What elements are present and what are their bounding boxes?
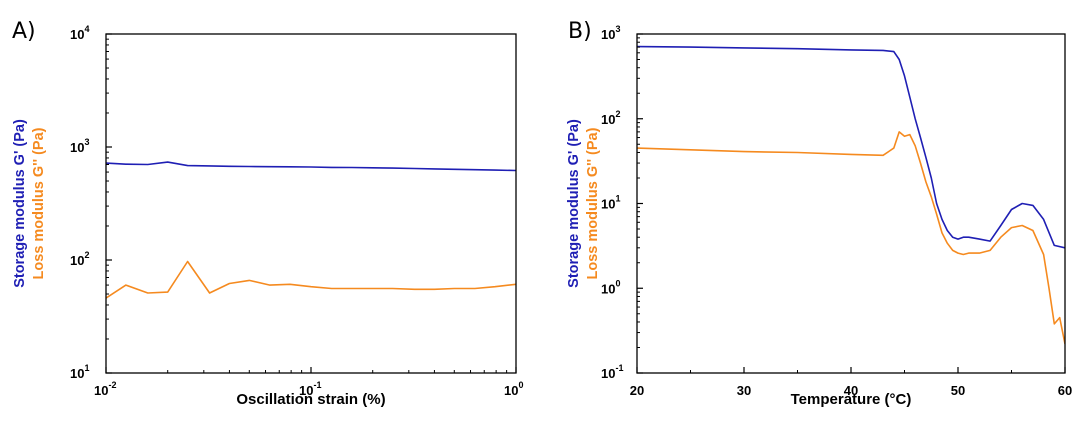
y-tick-exponent: 3	[84, 137, 89, 147]
y-tick-label: 104	[70, 24, 89, 42]
x-tick-base: 10	[504, 383, 518, 398]
y-tick-label: 100	[601, 278, 620, 296]
y-axis-label-storage: Storage modulus G' (Pa)	[566, 119, 582, 288]
y-tick-base: 10	[601, 366, 615, 381]
y-tick-base: 10	[601, 112, 615, 127]
x-axis-label: Temperature (°C)	[791, 391, 912, 408]
x-tick-label: 50	[951, 383, 965, 398]
y-tick-base: 10	[70, 366, 84, 381]
y-tick-base: 10	[70, 27, 84, 42]
y-axis-label-loss: Loss modulus G'' (Pa)	[585, 127, 601, 279]
y-tick-label: 103	[601, 24, 620, 42]
x-tick-exponent: -2	[108, 380, 116, 390]
x-tick-label: 60	[1058, 383, 1072, 398]
series-line-loss	[637, 131, 1065, 345]
y-tick-label: 101	[601, 194, 620, 212]
y-tick-exponent: 3	[615, 24, 620, 34]
x-tick-label: 30	[737, 383, 751, 398]
panel-letter: B)	[568, 19, 592, 44]
y-tick-label: 101	[70, 363, 89, 381]
x-axis-label: Oscillation strain (%)	[236, 391, 385, 408]
plot-frame	[105, 33, 517, 374]
x-tick-exponent: 0	[518, 380, 523, 390]
x-tick-label: 10-1	[299, 380, 321, 398]
y-tick-label: 103	[70, 137, 89, 155]
y-tick-exponent: 4	[84, 24, 89, 34]
series-line-storage	[637, 45, 1065, 249]
y-tick-exponent: 2	[84, 250, 89, 260]
x-tick-base: 10	[299, 383, 313, 398]
x-tick-label: 20	[630, 383, 644, 398]
series-line-storage	[106, 161, 516, 172]
y-tick-base: 10	[601, 27, 615, 42]
y-tick-exponent: 1	[615, 194, 620, 204]
y-tick-exponent: 0	[615, 278, 620, 288]
y-axis-label-loss: Loss modulus G'' (Pa)	[31, 127, 47, 279]
y-tick-label: 102	[70, 250, 89, 268]
series-line-loss	[106, 260, 516, 299]
y-axis-label-storage: Storage modulus G' (Pa)	[12, 119, 28, 288]
y-tick-base: 10	[601, 281, 615, 296]
y-tick-base: 10	[70, 253, 84, 268]
y-tick-base: 10	[601, 197, 615, 212]
x-tick-label: 40	[844, 383, 858, 398]
x-tick-label: 10-2	[94, 380, 116, 398]
panel-letter: A)	[12, 19, 36, 44]
x-tick-label: 100	[504, 380, 523, 398]
y-tick-label: 10-1	[601, 363, 623, 381]
y-tick-label: 102	[601, 109, 620, 127]
x-tick-exponent: -1	[313, 380, 321, 390]
y-tick-exponent: 2	[615, 109, 620, 119]
y-tick-exponent: 1	[84, 363, 89, 373]
y-tick-base: 10	[70, 140, 84, 155]
x-tick-base: 10	[94, 383, 108, 398]
y-tick-exponent: -1	[615, 363, 623, 373]
plot-frame	[636, 33, 1066, 374]
